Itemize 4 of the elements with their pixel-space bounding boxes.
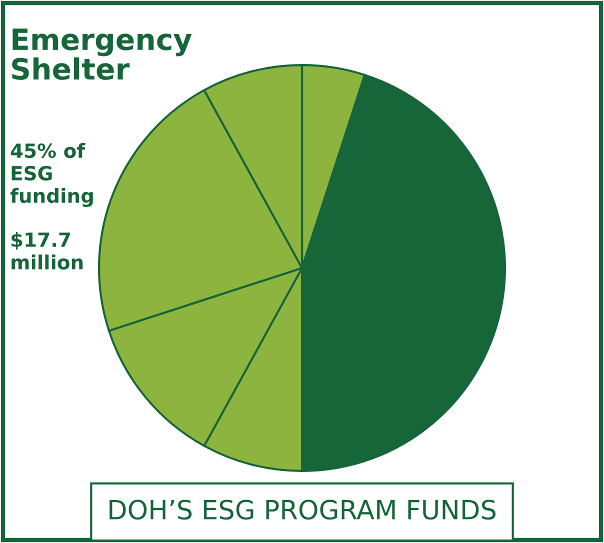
text: $17.7 million (12, 232, 83, 270)
chart-subtitle: Emergency Shelter (12, 28, 192, 80)
text: 45% of ESG funding (10, 143, 93, 207)
text: DOH’S ESG PROGRAM FUNDS (110, 500, 496, 520)
